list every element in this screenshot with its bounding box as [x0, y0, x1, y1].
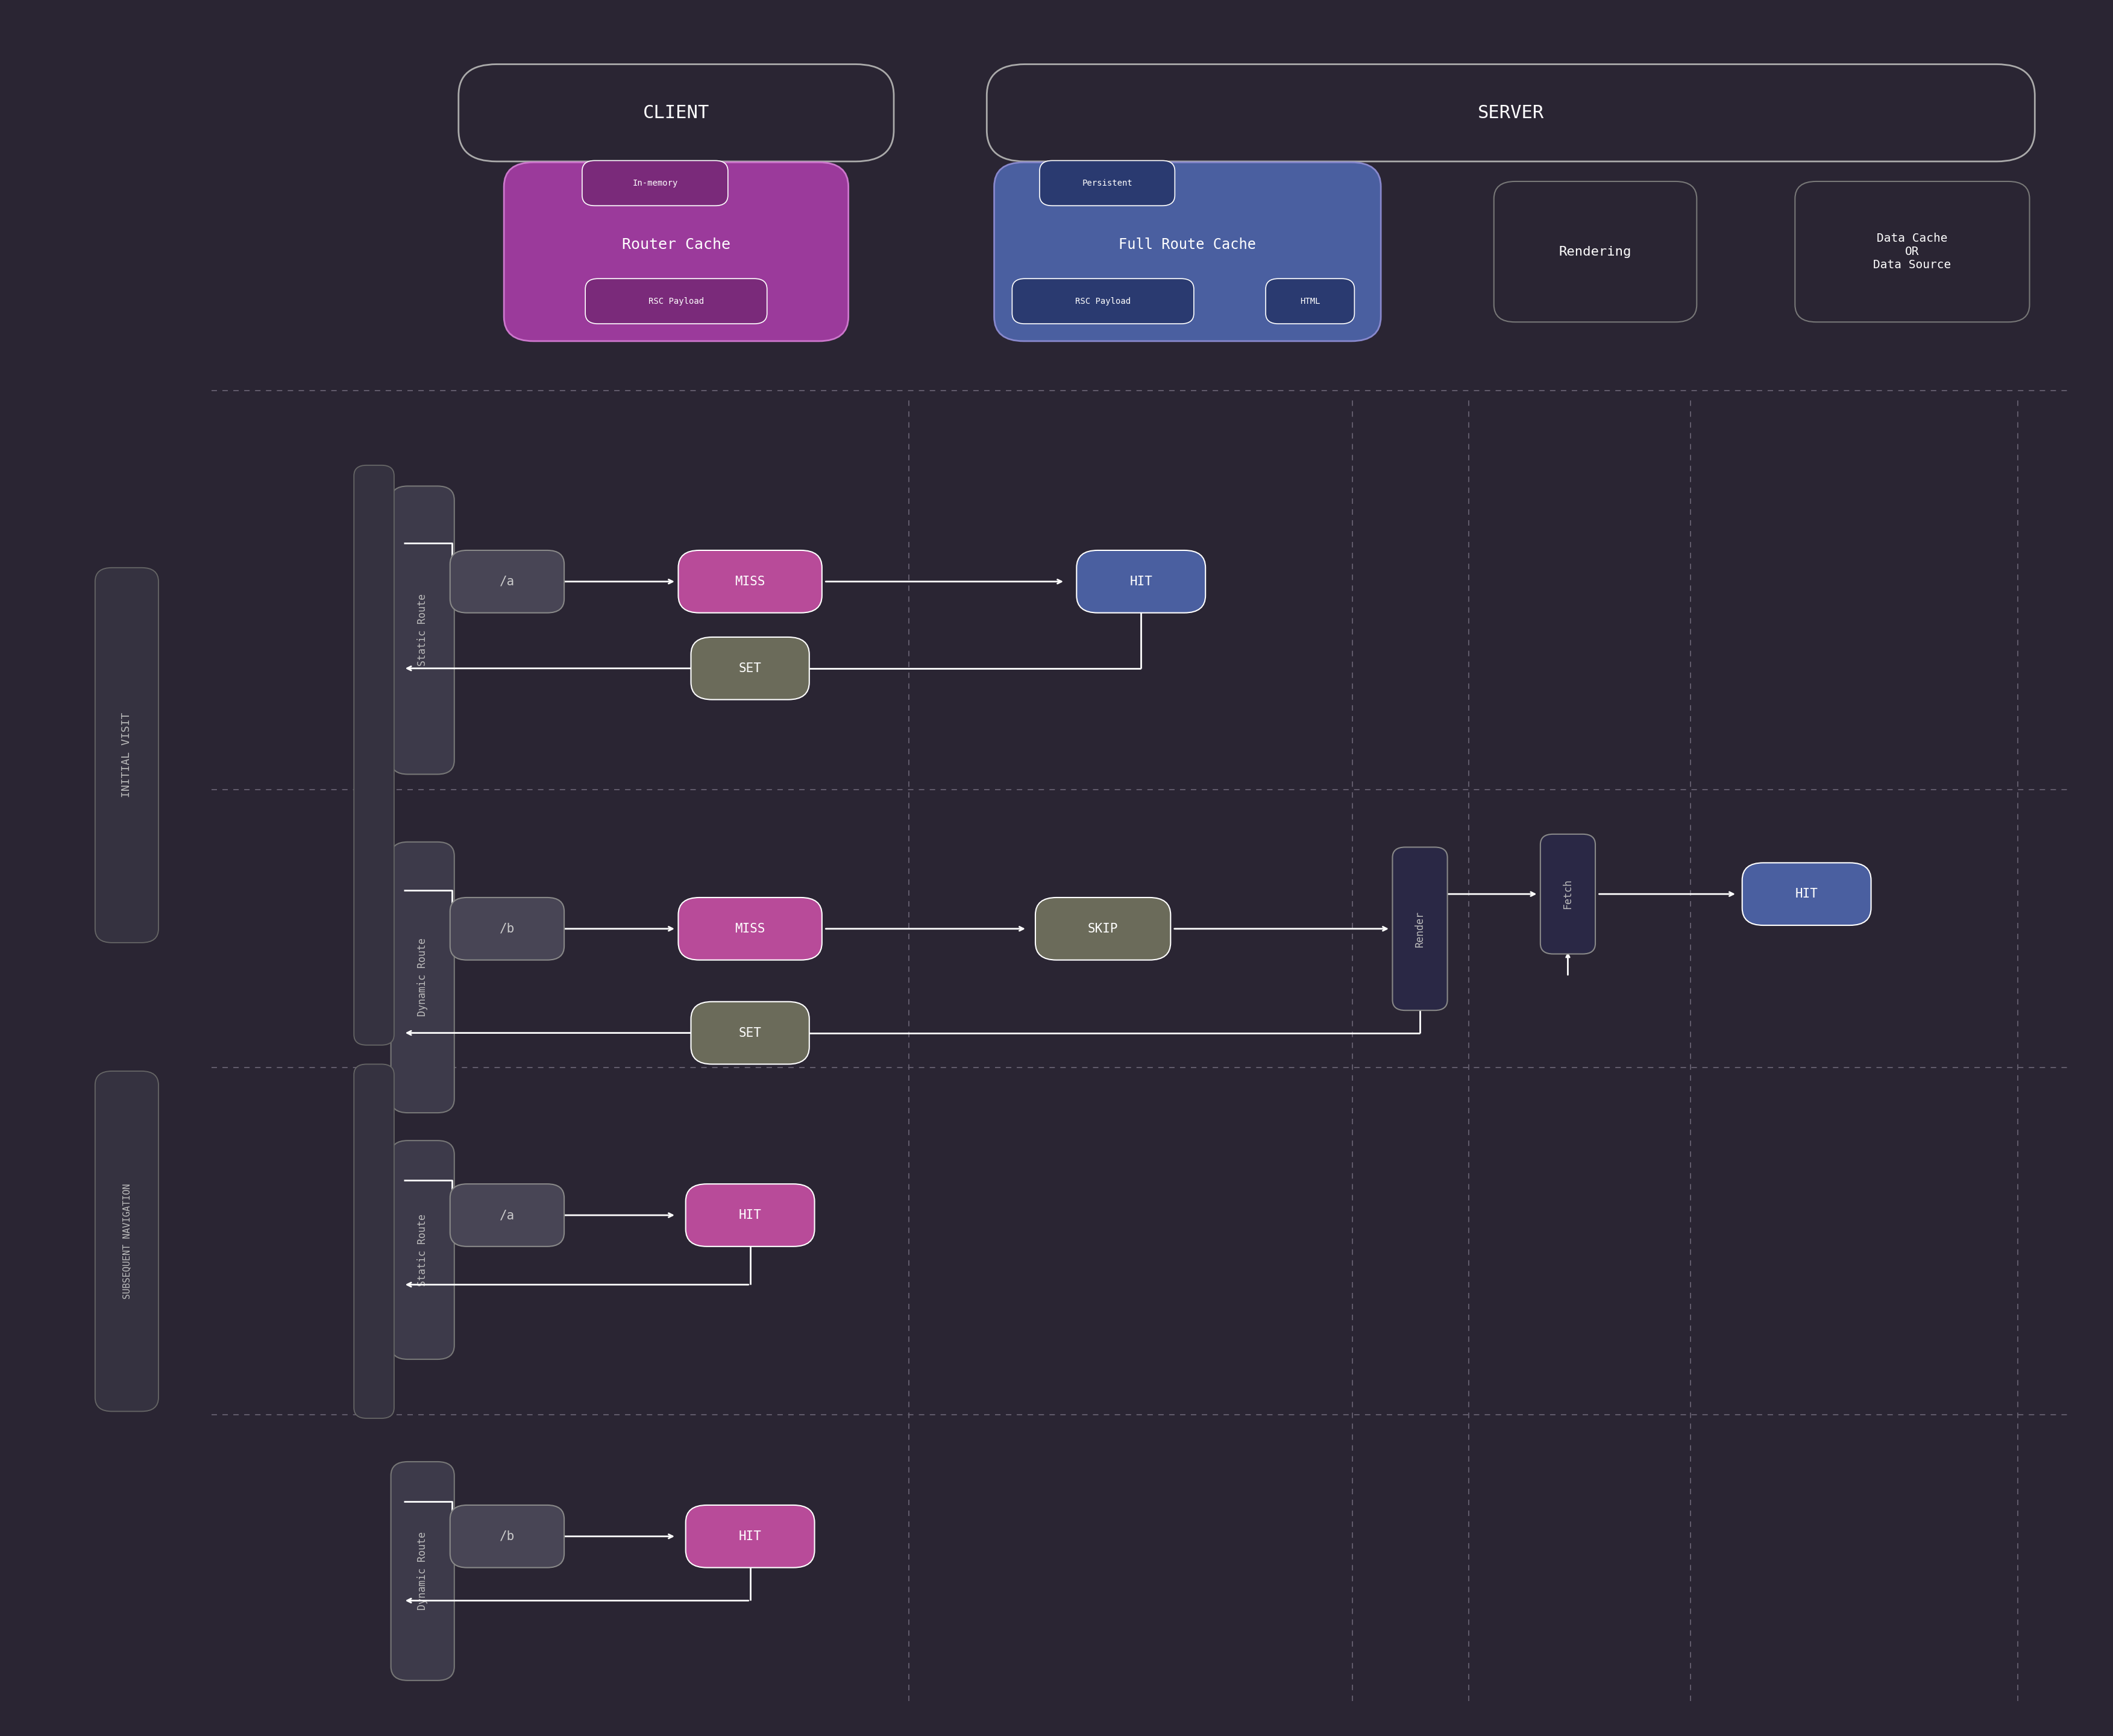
Text: Data Cache
OR
Data Source: Data Cache OR Data Source [1874, 233, 1950, 271]
Text: Render: Render [1414, 911, 1426, 946]
Text: MISS: MISS [735, 576, 765, 587]
FancyBboxPatch shape [1796, 181, 2028, 321]
FancyBboxPatch shape [1040, 161, 1175, 207]
FancyBboxPatch shape [450, 1184, 564, 1246]
FancyBboxPatch shape [1035, 898, 1171, 960]
Text: HIT: HIT [740, 1210, 761, 1220]
Text: HIT: HIT [1130, 576, 1152, 587]
FancyBboxPatch shape [353, 465, 393, 1045]
FancyBboxPatch shape [353, 1064, 393, 1418]
Text: Fetch: Fetch [1562, 878, 1574, 910]
FancyBboxPatch shape [581, 161, 727, 207]
Text: Persistent: Persistent [1082, 179, 1133, 187]
FancyBboxPatch shape [987, 64, 2035, 161]
Text: SET: SET [740, 663, 761, 674]
FancyBboxPatch shape [1266, 278, 1354, 323]
Text: HIT: HIT [1796, 889, 1817, 899]
Text: Dynamic Route: Dynamic Route [416, 937, 429, 1017]
FancyBboxPatch shape [391, 486, 454, 774]
Text: SERVER: SERVER [1477, 104, 1545, 122]
Text: HTML: HTML [1299, 297, 1321, 306]
Text: CLIENT: CLIENT [642, 104, 710, 122]
Text: HIT: HIT [740, 1531, 761, 1542]
FancyBboxPatch shape [459, 64, 894, 161]
FancyBboxPatch shape [391, 1462, 454, 1680]
FancyBboxPatch shape [95, 568, 158, 943]
FancyBboxPatch shape [450, 1505, 564, 1568]
Text: In-memory: In-memory [632, 179, 678, 187]
Text: SUBSEQUENT NAVIGATION: SUBSEQUENT NAVIGATION [123, 1184, 131, 1299]
FancyBboxPatch shape [1012, 278, 1194, 323]
Text: /b: /b [499, 924, 516, 934]
Text: RSC Payload: RSC Payload [1076, 297, 1130, 306]
FancyBboxPatch shape [1494, 181, 1697, 321]
FancyBboxPatch shape [391, 1141, 454, 1359]
Text: INITIAL VISIT: INITIAL VISIT [120, 712, 133, 799]
Text: /b: /b [499, 1531, 516, 1542]
FancyBboxPatch shape [1741, 863, 1870, 925]
FancyBboxPatch shape [678, 550, 822, 613]
Text: Static Route: Static Route [416, 1213, 429, 1286]
FancyBboxPatch shape [1540, 833, 1595, 955]
FancyBboxPatch shape [95, 1071, 158, 1411]
Text: Full Route Cache: Full Route Cache [1118, 238, 1257, 252]
FancyBboxPatch shape [1078, 550, 1204, 613]
Text: MISS: MISS [735, 924, 765, 934]
Text: /a: /a [499, 576, 516, 587]
Text: Dynamic Route: Dynamic Route [416, 1531, 429, 1611]
Text: Router Cache: Router Cache [621, 238, 731, 252]
FancyBboxPatch shape [685, 1184, 814, 1246]
FancyBboxPatch shape [450, 550, 564, 613]
FancyBboxPatch shape [450, 898, 564, 960]
Text: SET: SET [740, 1028, 761, 1038]
FancyBboxPatch shape [691, 1002, 809, 1064]
FancyBboxPatch shape [685, 1505, 814, 1568]
FancyBboxPatch shape [503, 163, 847, 340]
FancyBboxPatch shape [585, 278, 767, 323]
Text: SKIP: SKIP [1088, 924, 1118, 934]
FancyBboxPatch shape [678, 898, 822, 960]
Text: Static Route: Static Route [416, 594, 429, 667]
Text: RSC Payload: RSC Payload [649, 297, 704, 306]
Text: /a: /a [499, 1210, 516, 1220]
Text: Rendering: Rendering [1559, 247, 1631, 257]
FancyBboxPatch shape [391, 842, 454, 1113]
FancyBboxPatch shape [1392, 847, 1447, 1010]
FancyBboxPatch shape [993, 163, 1380, 340]
FancyBboxPatch shape [691, 637, 809, 700]
